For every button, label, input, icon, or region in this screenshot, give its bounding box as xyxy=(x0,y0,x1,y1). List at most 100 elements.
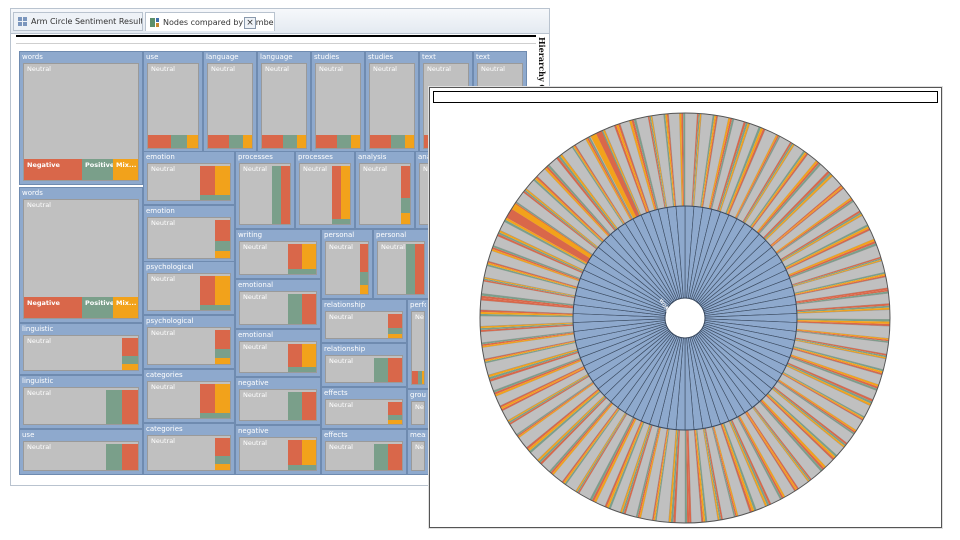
mixed-segment xyxy=(652,428,668,521)
positive-segment xyxy=(670,429,679,523)
highlight-segment xyxy=(511,203,593,259)
mixed-segment xyxy=(302,344,316,367)
segment-label: Mix... xyxy=(116,299,137,307)
positive-segment xyxy=(576,413,627,493)
positive-segment xyxy=(288,269,316,274)
tab-nodes-compared[interactable]: Nodes compared by number of xyxy=(145,12,275,31)
tile-header: effects xyxy=(324,431,348,439)
mixed-segment xyxy=(666,113,676,207)
neutral-label: Neutral xyxy=(243,439,267,447)
treemap-tile[interactable]: words Neutral Negative Positive Mix... xyxy=(19,187,143,323)
neutral-label: Neutral xyxy=(329,443,353,451)
tab-sentiment-results[interactable]: Arm Circle Sentiment Results xyxy=(13,12,143,31)
negative-segment xyxy=(122,444,138,470)
treemap-tile[interactable]: psychological Neutral xyxy=(143,261,235,315)
tile-header: ana xyxy=(418,153,432,161)
treemap-tile[interactable]: measu Neut xyxy=(407,429,429,475)
tile-body: Neutral xyxy=(23,387,139,425)
positive-segment xyxy=(492,247,580,281)
negative-segment xyxy=(316,135,337,148)
treemap-tile[interactable]: writing Neutral xyxy=(235,229,321,279)
outer-ring-outline xyxy=(479,112,891,524)
mixed-segment xyxy=(792,259,882,287)
treemap-tile[interactable]: processes Neutral xyxy=(235,151,295,229)
treemap-tile[interactable]: categories Neutral xyxy=(143,369,235,423)
treemap-tile[interactable]: perfo Neut xyxy=(407,299,429,389)
positive-segment xyxy=(401,198,410,213)
positive-segment xyxy=(776,198,853,254)
neutral-label: Neutral xyxy=(243,165,267,173)
treemap-tile[interactable]: emotion Neutral xyxy=(143,151,235,205)
positive-segment xyxy=(283,135,297,148)
tile-header: categories xyxy=(146,425,183,433)
mixed-segment xyxy=(388,420,402,424)
neutral-label: Neutral xyxy=(329,401,353,409)
tile-header: personal xyxy=(376,231,407,239)
treemap-tile[interactable]: personal Neutral xyxy=(373,229,429,299)
treemap-tile[interactable]: words Neutral Negative Positive Mix... xyxy=(19,51,143,185)
negative-segment xyxy=(647,116,666,208)
negative-segment xyxy=(796,303,890,312)
treemap-tile[interactable]: processes Neutral xyxy=(295,151,355,229)
treemap-tile[interactable]: linguistic Neutral xyxy=(19,323,143,375)
treemap-tile[interactable]: negative Neutral xyxy=(235,377,321,425)
negative-segment xyxy=(734,134,778,219)
treemap-tile[interactable]: effects Neutral xyxy=(321,387,407,429)
treemap-tile[interactable]: personal Neutral xyxy=(321,229,373,299)
negative-segment xyxy=(501,367,586,411)
treemap-tile[interactable]: emotion Neutral xyxy=(143,205,235,263)
negative-segment xyxy=(763,171,830,239)
positive-segment xyxy=(480,311,574,316)
treemap-tile[interactable]: use Neutral xyxy=(143,51,203,153)
mixed-segment xyxy=(702,115,718,208)
treemap-tile[interactable]: relationship Neutral xyxy=(321,299,407,343)
close-icon[interactable]: × xyxy=(244,17,256,29)
treemap-tile[interactable]: emotional Neutral xyxy=(235,329,321,377)
tile-header: group xyxy=(410,391,426,399)
mixed-segment xyxy=(493,357,581,393)
negative-segment xyxy=(486,264,577,290)
neutral-label: Neutral xyxy=(265,65,289,73)
negative-segment xyxy=(673,429,680,523)
treemap-tile[interactable]: psychological Neutral xyxy=(143,315,235,369)
treemap-tile[interactable]: use Neutral xyxy=(19,429,143,475)
treemap-tile[interactable]: relationship Neutral xyxy=(321,343,407,387)
treemap-tile[interactable]: linguistic Neutral xyxy=(19,375,143,429)
negative-segment xyxy=(483,279,575,298)
positive-segment xyxy=(545,165,610,236)
mixed-segment xyxy=(297,135,306,148)
tile-body: Neutral xyxy=(369,63,415,149)
segment-label: Negative xyxy=(27,161,60,169)
treemap-tile[interactable]: language Neutral xyxy=(257,51,311,153)
positive-segment xyxy=(686,429,690,523)
positive-segment xyxy=(701,115,717,208)
neutral-label: Neut xyxy=(415,403,424,411)
mixed-segment xyxy=(792,348,883,376)
neutral-label: Neutral xyxy=(27,389,51,397)
negative-segment xyxy=(730,419,772,505)
positive-segment xyxy=(777,380,856,434)
negative-segment xyxy=(412,371,418,384)
neutral-label: Neutral xyxy=(243,293,267,301)
negative-segment xyxy=(533,178,603,243)
positive-segment xyxy=(637,426,660,518)
treemap-tile[interactable]: emotional Neutral xyxy=(235,279,321,329)
negative-segment xyxy=(388,444,402,470)
negative-segment xyxy=(491,248,580,282)
mixed-segment xyxy=(341,166,350,219)
negative-segment xyxy=(288,440,302,465)
treemap-tile[interactable]: language Neutral xyxy=(203,51,257,153)
negative-segment xyxy=(796,329,889,340)
treemap-tile[interactable]: group Neut xyxy=(407,389,429,429)
negative-segment xyxy=(791,256,882,286)
highlight-segment xyxy=(507,208,591,263)
treemap-tile[interactable]: studies Neutral xyxy=(365,51,419,153)
neutral-label: Neut xyxy=(415,313,424,321)
treemap-tile[interactable]: categories Neutral xyxy=(143,423,235,475)
treemap-tile[interactable]: negative Neutral xyxy=(235,425,321,475)
tile-header: processes xyxy=(238,153,273,161)
treemap-tile[interactable]: analysis Neutral xyxy=(355,151,415,229)
treemap-tile[interactable]: effects Neutral xyxy=(321,429,407,475)
mixed-segment xyxy=(215,251,230,258)
treemap-tile[interactable]: studies Neutral xyxy=(311,51,365,153)
